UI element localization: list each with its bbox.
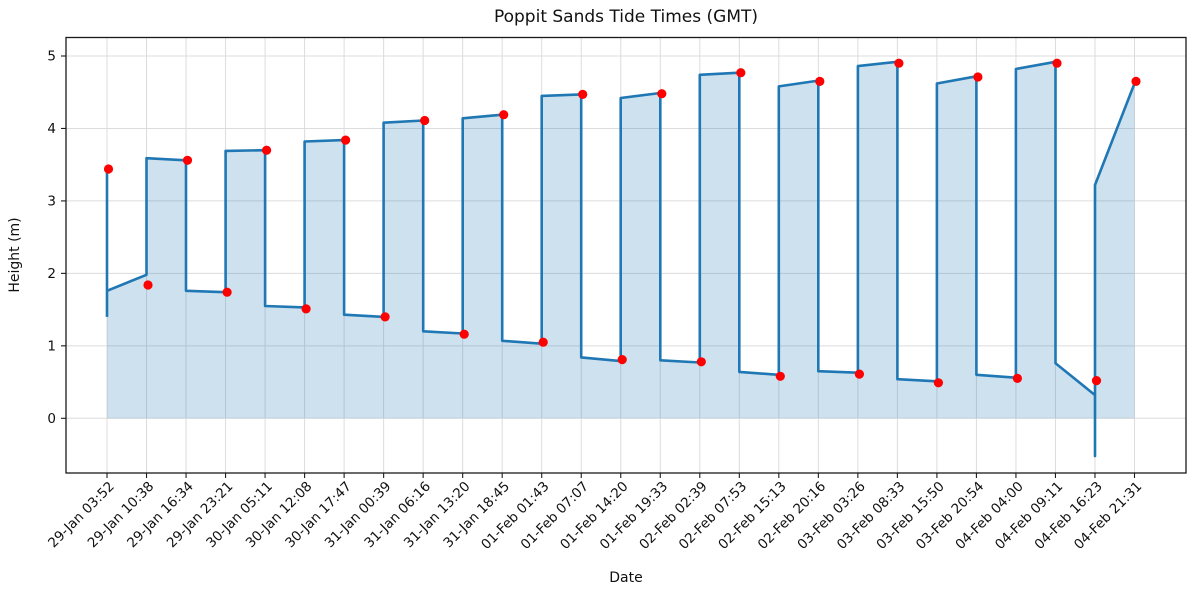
y-tick-label: 3 <box>47 194 56 210</box>
tide-point-markers <box>103 58 1141 388</box>
tide-point-marker <box>894 58 904 68</box>
tide-point-marker <box>1131 76 1141 86</box>
tide-point-marker <box>262 145 272 155</box>
y-tick-label: 5 <box>47 49 56 65</box>
y-tick-label: 2 <box>47 266 56 282</box>
x-axis-label: Date <box>609 570 643 586</box>
tide-point-marker <box>617 355 627 365</box>
tide-point-marker <box>341 135 351 145</box>
y-tick-label: 4 <box>47 121 56 137</box>
axis-ticks <box>61 55 1136 478</box>
chart-title: Poppit Sands Tide Times (GMT) <box>493 7 759 27</box>
tide-point-marker <box>1052 58 1062 68</box>
tide-point-marker <box>143 280 153 290</box>
tide-point-marker <box>815 76 825 86</box>
tide-point-marker <box>459 329 469 339</box>
tide-point-marker <box>736 68 746 78</box>
tide-point-marker <box>578 89 588 99</box>
y-tick-label: 1 <box>47 339 56 355</box>
tide-point-marker <box>775 371 785 381</box>
tide-point-marker <box>420 115 430 126</box>
tide-point-marker <box>854 369 865 379</box>
tide-point-marker <box>222 287 232 297</box>
tide-point-marker <box>933 378 944 388</box>
tide-point-marker <box>538 337 548 347</box>
tide-point-marker <box>182 155 193 165</box>
tide-point-marker <box>973 72 983 82</box>
tide-point-marker <box>301 304 311 314</box>
tide-point-marker <box>103 164 114 174</box>
tide-point-marker <box>1091 376 1102 386</box>
x-tick-label: 29-Jan 03:52 <box>45 479 118 552</box>
tide-point-marker <box>657 89 667 99</box>
axes-frame <box>65 36 1187 474</box>
y-tick-label: 0 <box>47 411 56 427</box>
tide-point-marker <box>1012 373 1023 383</box>
tide-point-marker <box>696 357 706 367</box>
tide-point-marker <box>380 312 390 322</box>
tide-point-marker <box>499 110 509 120</box>
